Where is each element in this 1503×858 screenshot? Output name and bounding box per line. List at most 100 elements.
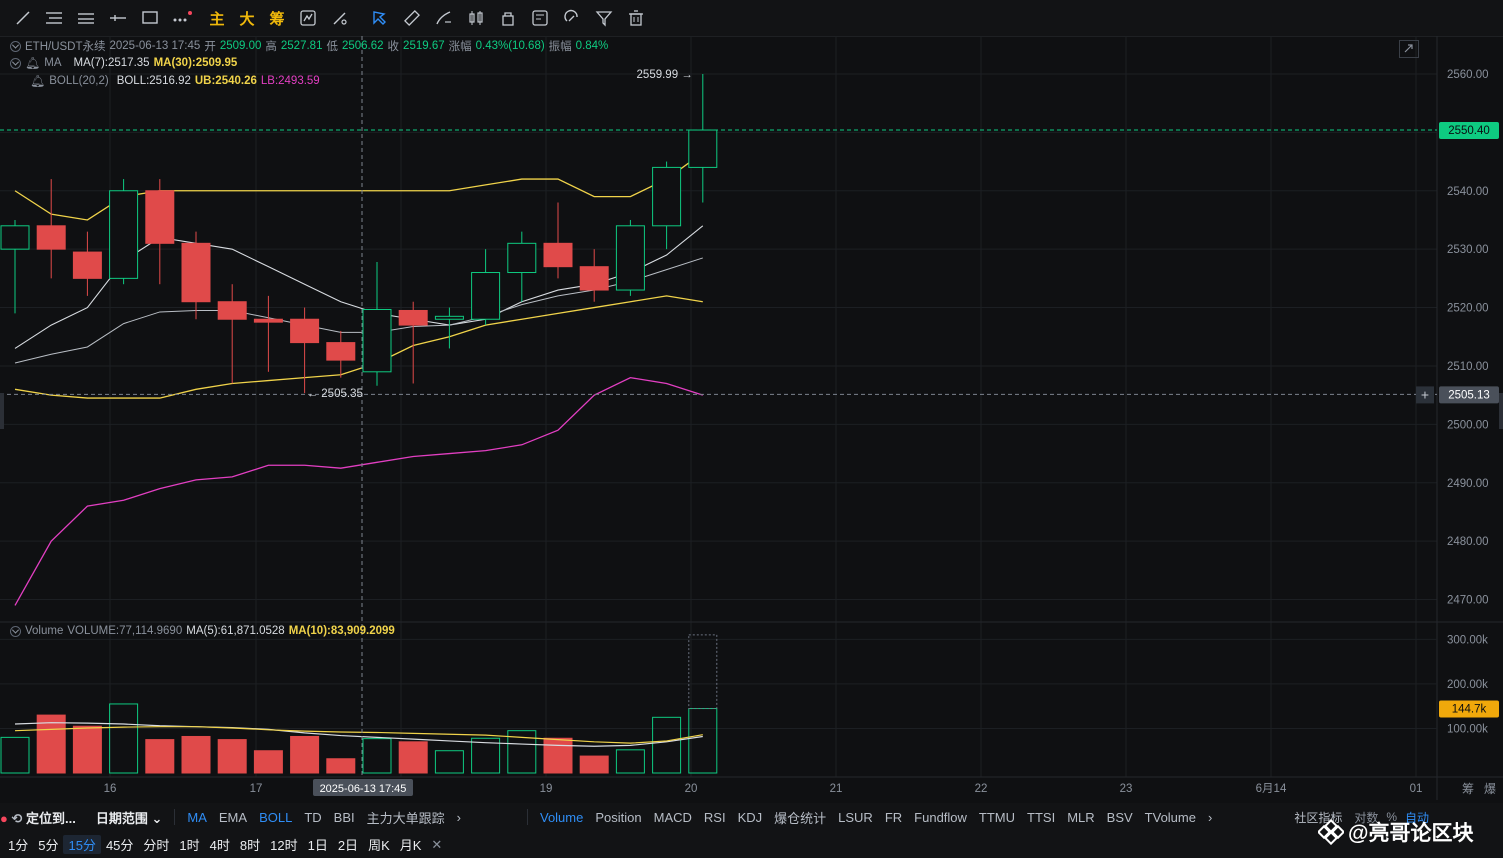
fullscreen-icon[interactable] xyxy=(1399,40,1419,58)
ub-value: UB:2540.26 xyxy=(194,75,257,87)
volume-bar xyxy=(615,749,645,774)
sub-volume[interactable]: Volume xyxy=(539,809,584,825)
tf-12h[interactable]: 12时 xyxy=(270,838,298,853)
sub-tvolume[interactable]: TVolume xyxy=(1144,809,1196,825)
indicator-big-order[interactable]: 主力大单跟踪 xyxy=(366,810,445,826)
collapse-ma-icon[interactable] xyxy=(10,57,21,69)
indicator-ma[interactable]: MA xyxy=(187,809,207,825)
volume-bar xyxy=(471,737,501,774)
sub-mlr[interactable]: MLR xyxy=(1067,809,1095,825)
boll-lower-line xyxy=(14,376,703,606)
lock-tool-icon[interactable] xyxy=(492,0,524,36)
indicator-toggle-icon[interactable] xyxy=(292,0,324,36)
tf-1w[interactable]: 周K xyxy=(368,838,390,853)
sub-ttmu[interactable]: TTMU xyxy=(978,809,1016,825)
chart-area[interactable]: 2560.002550.002540.002530.002520.002510.… xyxy=(0,36,1503,800)
indicator-td[interactable]: TD xyxy=(304,809,322,825)
indicator-ema[interactable]: EMA xyxy=(218,809,248,825)
more-tools-icon[interactable] xyxy=(166,0,198,36)
burst-side-label: 爆 xyxy=(1484,782,1496,796)
high-label: 高 xyxy=(265,41,277,53)
big-order-button[interactable]: 大 xyxy=(239,10,255,28)
tf-15m[interactable]: 15分 xyxy=(63,835,101,854)
filter-tool-icon[interactable] xyxy=(588,0,620,36)
ruler-tool-icon[interactable] xyxy=(396,0,428,36)
parallel-channel-tool-icon[interactable] xyxy=(70,0,102,36)
sub-rsi[interactable]: RSI xyxy=(703,809,726,825)
tf-2d[interactable]: 2日 xyxy=(337,838,359,853)
sub-fundflow[interactable]: Fundflow xyxy=(914,809,967,825)
indicator-boll[interactable]: BOLL xyxy=(259,809,293,825)
chips-button[interactable]: 筹 xyxy=(269,10,285,28)
sub-macd[interactable]: MACD xyxy=(653,809,692,825)
chevron-right-icon[interactable]: › xyxy=(1207,809,1213,825)
date-range-button[interactable]: 日期范围 ⌄ xyxy=(95,810,163,826)
template-tool-icon[interactable] xyxy=(524,0,556,36)
sub-position[interactable]: Position xyxy=(595,809,642,825)
horizontal-ray-tool-icon[interactable] xyxy=(102,0,134,36)
candle-body xyxy=(688,129,718,168)
candle-body xyxy=(579,266,609,291)
volume-current-label: 144.7k xyxy=(1452,704,1487,716)
x-tick-label: 23 xyxy=(1120,783,1133,795)
auto-scale-toggle[interactable]: 自动 xyxy=(1405,810,1430,825)
volume-bar xyxy=(145,739,175,774)
tf-45m[interactable]: 45分 xyxy=(105,838,134,853)
watermark-text: @亮哥论区块 xyxy=(1348,822,1474,845)
indicator-bbi[interactable]: BBI xyxy=(333,809,355,825)
sub-fr[interactable]: FR xyxy=(884,809,903,825)
chevron-right-icon[interactable]: › xyxy=(456,809,461,825)
add-alert-icon xyxy=(1416,386,1434,404)
line-tool-icon[interactable] xyxy=(8,0,38,36)
current-price-tag xyxy=(1439,122,1499,140)
current-price-label: 2550.40 xyxy=(1448,125,1490,137)
volume-bar xyxy=(253,750,283,774)
volume-bar xyxy=(398,741,428,774)
candle-body xyxy=(543,242,573,268)
rectangle-tool-icon[interactable] xyxy=(134,0,166,36)
tf-1mo[interactable]: 月K xyxy=(399,838,422,853)
trash-tool-icon[interactable] xyxy=(620,0,652,36)
candle-body xyxy=(362,308,392,373)
volume-bar xyxy=(543,737,573,774)
x-tick-label: 16 xyxy=(104,783,117,795)
candle-body xyxy=(145,190,175,244)
tf-5m[interactable]: 5分 xyxy=(38,838,59,853)
volume-bar xyxy=(326,758,356,774)
crosshair-price-tag xyxy=(1439,386,1499,404)
log-scale-toggle[interactable]: 对数 xyxy=(1354,810,1379,825)
sub-kdj[interactable]: KDJ xyxy=(737,809,763,825)
candle-body xyxy=(217,301,247,320)
pen-settings-icon[interactable] xyxy=(324,0,356,36)
close-icon[interactable]: ✕ xyxy=(431,836,443,852)
percent-scale-toggle[interactable]: % xyxy=(1386,810,1398,824)
low-marker: ← 2505.35 xyxy=(307,388,363,400)
magnet-tool-icon[interactable] xyxy=(556,0,588,36)
collapse-volume-icon[interactable] xyxy=(10,625,21,637)
tf-timeshare[interactable]: 分时 xyxy=(143,838,170,853)
sub-liquidation[interactable]: 爆仓统计 xyxy=(774,810,827,826)
timeframe-bar: 1分 5分 15分 45分 分时 1时 4时 8时 12时 1日 2日 周K 月… xyxy=(0,831,1503,858)
candle-type-icon[interactable] xyxy=(460,0,492,36)
collapse-icon[interactable] xyxy=(10,40,21,52)
sub-lsur[interactable]: LSUR xyxy=(838,809,873,825)
tf-4h[interactable]: 4时 xyxy=(209,838,230,853)
main-force-button[interactable]: 主 xyxy=(209,10,225,28)
sub-bsv[interactable]: BSV xyxy=(1106,809,1133,825)
low-value: 2506.62 xyxy=(341,40,384,52)
tf-8h[interactable]: 8时 xyxy=(239,838,261,853)
tf-1h[interactable]: 1时 xyxy=(179,838,200,853)
candlestick-chart[interactable]: 2560.002550.002540.002530.002520.002510.… xyxy=(0,36,1503,800)
sub-ttsi[interactable]: TTSI xyxy=(1027,809,1056,825)
divider xyxy=(174,809,176,825)
horizontal-lines-tool-icon[interactable] xyxy=(38,0,70,36)
tf-1m[interactable]: 1分 xyxy=(8,838,29,853)
locate-button[interactable]: ● ⟲ 定位到... xyxy=(0,810,76,826)
cursor-tool-icon[interactable] xyxy=(364,0,396,36)
y-tick-label: 2510.00 xyxy=(1447,361,1489,373)
tf-1d[interactable]: 1日 xyxy=(307,838,328,853)
y-tick-label: 2530.00 xyxy=(1447,244,1489,256)
brush-tool-icon[interactable] xyxy=(428,0,460,36)
right-scroll-handle xyxy=(1499,393,1503,429)
boll-value: BOLL:2516.92 xyxy=(116,75,191,87)
